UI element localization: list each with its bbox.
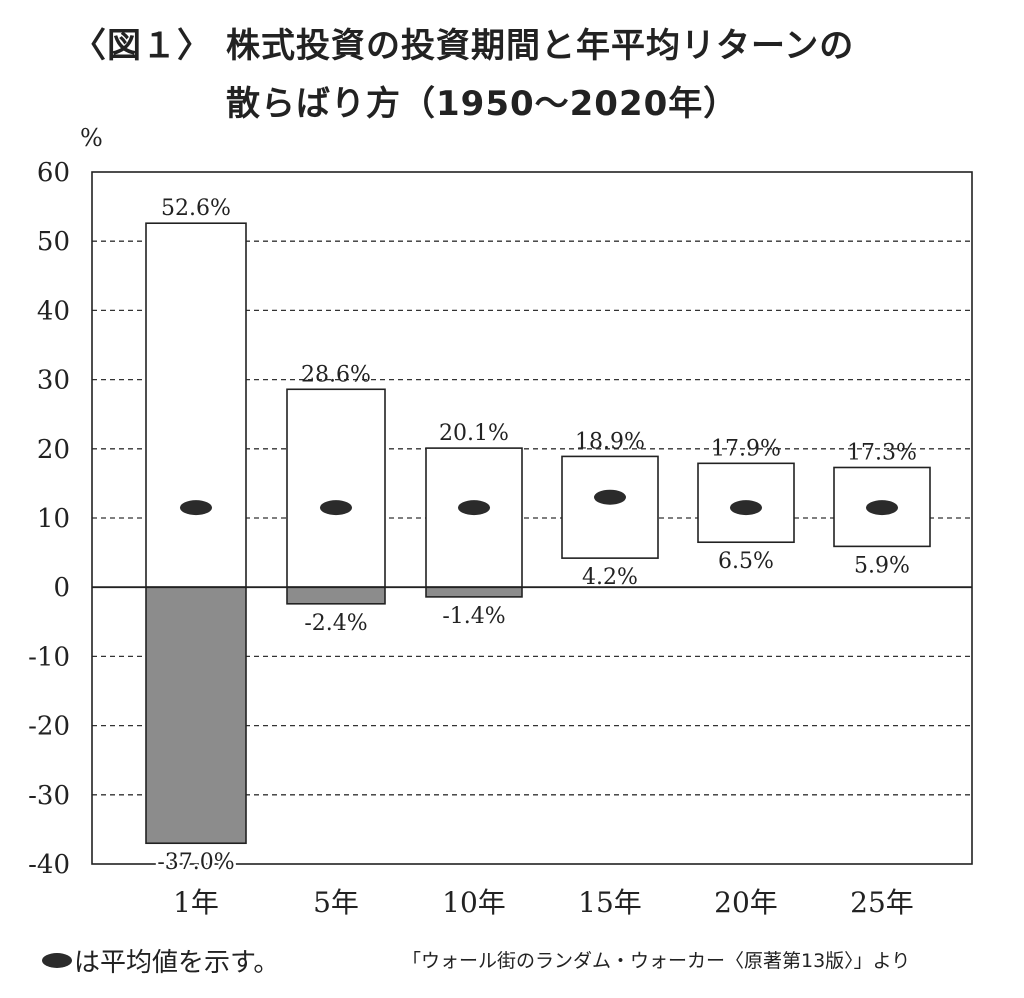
bar-positive-3	[425, 447, 523, 588]
min-label-1: -37.0%	[157, 850, 234, 875]
legend: は平均値を示す。	[42, 942, 279, 979]
legend-text: は平均値を示す。	[74, 948, 280, 978]
y-axis-unit-label: %	[80, 124, 103, 152]
chart-title-line-1: 株式投資の投資期間と年平均リターンの	[226, 26, 855, 66]
x-tick-label-4: 15年	[578, 886, 642, 919]
y-tick-label--40: -40	[28, 850, 70, 880]
axes	[91, 171, 973, 865]
y-tick-label-40: 40	[37, 296, 70, 326]
max-label-5: 17.9%	[711, 436, 781, 461]
mean-marker-3	[458, 500, 490, 516]
max-label-1: 52.6%	[161, 196, 231, 221]
mean-marker-6	[866, 500, 898, 516]
x-tick-label-1: 1年	[173, 886, 219, 919]
max-label-4: 18.9%	[575, 429, 645, 454]
bar-negative-3	[425, 586, 523, 598]
returns-range-chart: 60 50 40 30 20 10 0 -10 -20 -30 -40 52.6% -37.0% 1年 28…	[28, 158, 973, 919]
min-label-5: 6.5%	[718, 549, 774, 574]
bar-negative-2	[286, 586, 386, 605]
mean-marker-1	[180, 500, 212, 516]
max-label-3: 20.1%	[439, 421, 509, 446]
bar-positive-2	[286, 388, 386, 588]
plot-frame	[91, 171, 973, 865]
source-note: 「ウォール街のランダム・ウォーカー〈原著第13版〉」より	[402, 950, 911, 972]
labels: 60 50 40 30 20 10 0 -10 -20 -30 -40 52.6% -37.0% 1年 28…	[28, 158, 917, 919]
min-label-2: -2.4%	[304, 611, 367, 636]
bar-positive-1	[145, 222, 247, 588]
bar-negative-1	[145, 586, 247, 845]
max-label-6: 17.3%	[847, 440, 917, 465]
mean-marker-legend-icon	[42, 953, 72, 968]
min-label-6: 5.9%	[854, 553, 910, 578]
figure-label: 〈図１〉	[72, 26, 212, 66]
y-tick-label-60: 60	[37, 158, 70, 188]
y-tick-label-20: 20	[37, 435, 70, 465]
y-tick-label-10: 10	[37, 504, 70, 534]
min-label-4: 4.2%	[582, 565, 638, 590]
bars	[145, 222, 931, 845]
x-tick-label-5: 20年	[714, 886, 778, 919]
chart-title-line-2: 散らばり方（1950〜2020年）	[226, 84, 739, 124]
min-label-3: -1.4%	[442, 604, 505, 629]
max-label-2: 28.6%	[301, 362, 371, 387]
x-tick-label-6: 25年	[850, 886, 914, 919]
y-tick-label-50: 50	[37, 227, 70, 257]
y-tick-label--10: -10	[28, 642, 70, 672]
bar-range-4	[561, 455, 659, 559]
mean-marker-5	[730, 500, 762, 516]
x-tick-label-3: 10年	[442, 886, 506, 919]
y-tick-label-0: 0	[53, 573, 70, 603]
y-tick-label-30: 30	[37, 366, 70, 396]
y-tick-label--30: -30	[28, 781, 70, 811]
mean-marker-4	[594, 489, 626, 505]
mean-marker-2	[320, 500, 352, 516]
y-tick-label--20: -20	[28, 712, 70, 742]
x-tick-label-2: 5年	[313, 886, 359, 919]
